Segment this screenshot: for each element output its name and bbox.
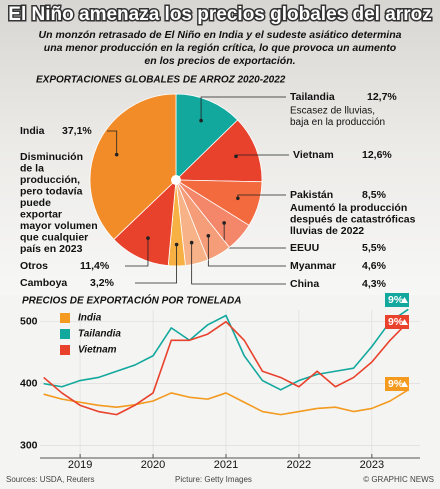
x-tick-label: 2021 [214, 459, 238, 471]
annotation: pero todavía [20, 185, 83, 197]
up-arrow [401, 297, 408, 303]
leader-dot [234, 154, 238, 159]
credit: © GRAPHIC NEWS [363, 475, 434, 484]
leader-line [125, 238, 149, 267]
change-badge [385, 315, 409, 329]
annotation: puede [20, 197, 51, 209]
annotation: mayor volumen [20, 220, 98, 232]
slice-label: EEUU [290, 242, 319, 254]
leader-line [107, 130, 118, 155]
leader-line [200, 96, 286, 121]
slice-value: 37,1% [62, 125, 92, 137]
pie-title: EXPORTACIONES GLOBALES DE ARROZ 2020-202… [36, 75, 286, 86]
leader-line [191, 242, 286, 285]
slice-value: 4,6% [362, 260, 387, 272]
annotation: lluvias de 2022 [290, 225, 364, 237]
legend-swatch [60, 313, 70, 323]
up-arrow [401, 319, 408, 325]
y-tick-label: 500 [20, 315, 38, 327]
legend-label: Tailandia [78, 329, 121, 340]
x-tick-label: 2023 [360, 459, 384, 471]
x-tick-label: 2020 [141, 459, 165, 471]
annotation: Escasez de lluvias, [290, 106, 375, 117]
change-label: 9% [388, 316, 404, 328]
annotation: que cualquier [20, 231, 88, 243]
leader-line [135, 244, 178, 284]
change-badge [385, 293, 409, 307]
title: El Niño amenaza los precios globales del… [8, 4, 431, 25]
series-line [43, 308, 409, 391]
annotation: Aumentó la producción [290, 202, 407, 214]
x-tick-label: 2022 [287, 459, 311, 471]
slice-value: 4,3% [362, 278, 387, 290]
slice-label: Otros [20, 260, 48, 272]
annotation: producción, [20, 174, 80, 186]
slice-value: 3,2% [90, 277, 115, 289]
pie-hole [171, 175, 181, 185]
y-tick-label: 300 [20, 439, 38, 451]
change-label: 9% [388, 378, 404, 390]
leader-dot [199, 118, 203, 123]
annotation: después de catastróficas [290, 213, 416, 225]
slice-value: 8,5% [362, 189, 387, 201]
chart-background [0, 295, 440, 489]
x-tick-label: 2019 [68, 459, 92, 471]
change-label: 9% [388, 294, 404, 306]
leader-dot [189, 240, 194, 245]
legend-label: Vietnam [78, 345, 117, 356]
slice-label: Tailandia [290, 91, 335, 103]
subtitle: en los precios de exportación. [144, 55, 295, 67]
leader-line [207, 235, 286, 267]
pie-slice [175, 119, 263, 183]
change-badge [385, 377, 409, 391]
line-title: PRECIOS DE EXPORTACIÓN POR TONELADA [22, 294, 241, 307]
slice-label: Myanmar [290, 260, 336, 272]
leader-dot [222, 221, 226, 225]
pie-slice [175, 93, 239, 181]
series-line [43, 320, 409, 416]
sources: Sources: USDA, Reuters [6, 475, 94, 484]
pie-slice [89, 93, 177, 240]
leader-dot [114, 152, 119, 157]
slice-label: India [20, 125, 45, 137]
annotation: exportar [20, 208, 62, 220]
slice-value: 12,6% [362, 149, 392, 161]
up-arrow [401, 381, 408, 387]
series-line [43, 389, 409, 416]
slice-label: China [290, 278, 319, 290]
legend-swatch [60, 345, 70, 355]
leader-dot [236, 196, 240, 201]
slice-value: 5,5% [362, 242, 387, 254]
annotation: país en 2023 [20, 243, 83, 255]
slice-value: 12,7% [367, 91, 397, 103]
annotation: Disminución [20, 151, 83, 163]
slice-label: Vietnam [293, 149, 334, 161]
leader-dot [146, 236, 150, 240]
slice-value: 11,4% [80, 260, 110, 272]
slice-label: Camboya [20, 277, 67, 289]
picture-credit: Picture: Getty Images [175, 475, 252, 484]
legend-label: India [78, 313, 102, 324]
annotation: de la [20, 162, 44, 174]
annotation: baja en la producción [290, 117, 385, 128]
legend-swatch [60, 329, 70, 339]
y-tick-label: 400 [20, 377, 38, 389]
leader-dot [206, 234, 211, 238]
leader-dot [174, 242, 179, 247]
subtitle: Un monzón retrasado de El Niño en India … [39, 29, 402, 41]
subtitle: una menor producción en la región crític… [44, 42, 397, 54]
slice-label: Pakistán [290, 189, 333, 201]
